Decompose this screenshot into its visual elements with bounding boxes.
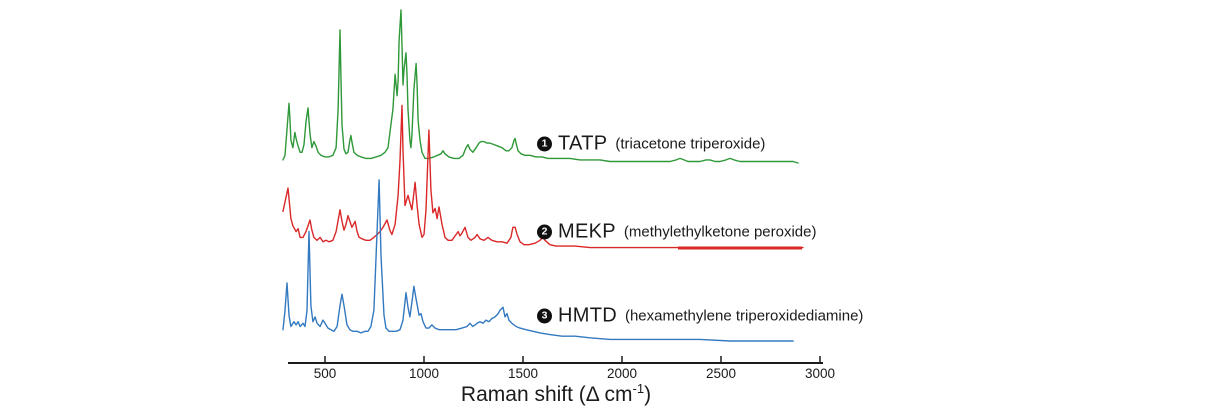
series-abbr-hmtd: HMTD bbox=[558, 304, 617, 327]
series-fullname-hmtd: (hexamethylene triperoxidediamine) bbox=[624, 307, 864, 325]
series-fullname-tatp: (triacetone triperoxide) bbox=[615, 135, 766, 153]
x-axis-tick-label: 3000 bbox=[805, 366, 835, 381]
x-axis-title-superscript: -1 bbox=[632, 381, 645, 396]
series-label-tatp: 1 TATP (triacetone triperoxide) bbox=[537, 133, 765, 156]
circled-2-icon: 2 bbox=[537, 224, 552, 240]
x-axis-tick-label: 2000 bbox=[607, 366, 637, 381]
trace-tatp bbox=[282, 9, 799, 164]
series-label-hmtd: 3 HMTD (hexamethylene triperoxidediamine… bbox=[537, 305, 863, 328]
series-abbr-tatp: TATP bbox=[558, 132, 608, 155]
circled-1-icon: 1 bbox=[537, 136, 552, 152]
series-label-mekp: 2 MEKP (methylethylketone peroxide) bbox=[537, 221, 817, 244]
x-axis-title: Raman shift (Δ cm-1) bbox=[461, 381, 651, 407]
series-fullname-mekp: (methylethylketone peroxide) bbox=[623, 223, 817, 241]
x-axis-tick-label: 500 bbox=[314, 366, 337, 381]
x-axis-tick-label: 1000 bbox=[409, 366, 439, 381]
circled-3-icon: 3 bbox=[537, 308, 552, 324]
x-axis-title-close-paren: ) bbox=[644, 383, 652, 406]
x-axis-tick-label: 2500 bbox=[706, 366, 736, 381]
series-abbr-mekp: MEKP bbox=[558, 220, 616, 243]
x-axis-tick-label: 1500 bbox=[508, 366, 538, 381]
trace-mekp bbox=[282, 104, 804, 249]
trace-hmtd bbox=[282, 179, 794, 342]
x-axis-title-text: Raman shift (Δ cm bbox=[460, 383, 633, 406]
